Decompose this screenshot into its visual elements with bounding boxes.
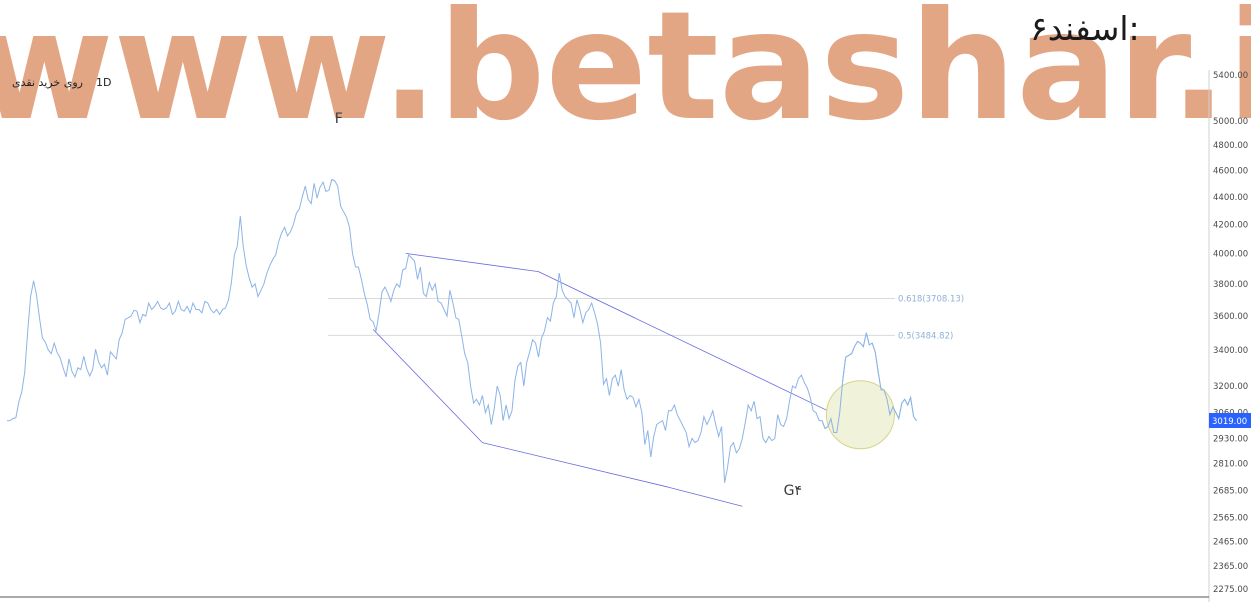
y-tick-label: 5400.00	[1213, 71, 1248, 81]
trend-lines[interactable]	[372, 253, 829, 507]
last-price-badge	[1209, 413, 1251, 428]
trend-line	[482, 442, 669, 488]
price-line	[6, 178, 917, 483]
fib-level-label: 0.5(3484.82)	[898, 331, 953, 341]
wave-label: G۴	[784, 483, 802, 499]
trend-line	[372, 329, 483, 443]
fib-level-label: 0.618(3708.13)	[898, 295, 964, 305]
y-tick-label: 4200.00	[1213, 220, 1248, 230]
y-tick-label: 3800.00	[1213, 280, 1248, 290]
y-tick-label: 4800.00	[1213, 141, 1248, 151]
wave-label: F	[335, 111, 343, 127]
y-tick-label: 3600.00	[1213, 312, 1248, 322]
y-tick-label: 5000.00	[1213, 117, 1248, 127]
highlight-circle	[825, 380, 895, 450]
last-price-label: 3019.00	[1212, 417, 1247, 427]
y-tick-label: 2365.00	[1213, 562, 1248, 572]
y-tick-label: 2565.00	[1213, 514, 1248, 524]
y-tick-label: 2275.00	[1213, 585, 1248, 595]
y-tick-label: 2465.00	[1213, 537, 1248, 547]
y-tick-label: 2930.00	[1213, 435, 1248, 445]
trend-line	[668, 486, 743, 507]
fibonacci-retracement[interactable]: 0.618(3708.13) 0.5(3484.82)	[328, 295, 964, 342]
symbol-name: روی خرید نقدی	[12, 76, 83, 89]
y-tick-label: 4600.00	[1213, 166, 1248, 176]
price-line-tail	[821, 332, 917, 433]
y-tick-label: 4000.00	[1213, 249, 1248, 259]
interval-label: 1D	[96, 76, 111, 89]
y-tick-label: 2810.00	[1213, 459, 1248, 469]
trend-line	[405, 253, 539, 272]
last-price-tag: 3019.00	[1209, 413, 1251, 428]
watermark: www.betashar.ir	[0, 0, 1251, 154]
date-label: ۶اسفند:	[1030, 9, 1140, 48]
y-tick-label: 3200.00	[1213, 382, 1248, 392]
y-tick-label: 4400.00	[1213, 193, 1248, 203]
highlight-group	[821, 332, 917, 450]
price-series[interactable]	[6, 178, 917, 483]
wave-annotations: F G۴	[335, 111, 802, 499]
y-tick-label: 2685.00	[1213, 487, 1248, 497]
price-axis[interactable]: 5400.00 5000.00 4800.00 4600.00 4400.00 4200.…	[1213, 71, 1248, 595]
trend-line	[538, 271, 829, 412]
symbol-legend[interactable]: روی خرید نقدی 1D	[12, 76, 111, 89]
y-tick-label: 3400.00	[1213, 346, 1248, 356]
